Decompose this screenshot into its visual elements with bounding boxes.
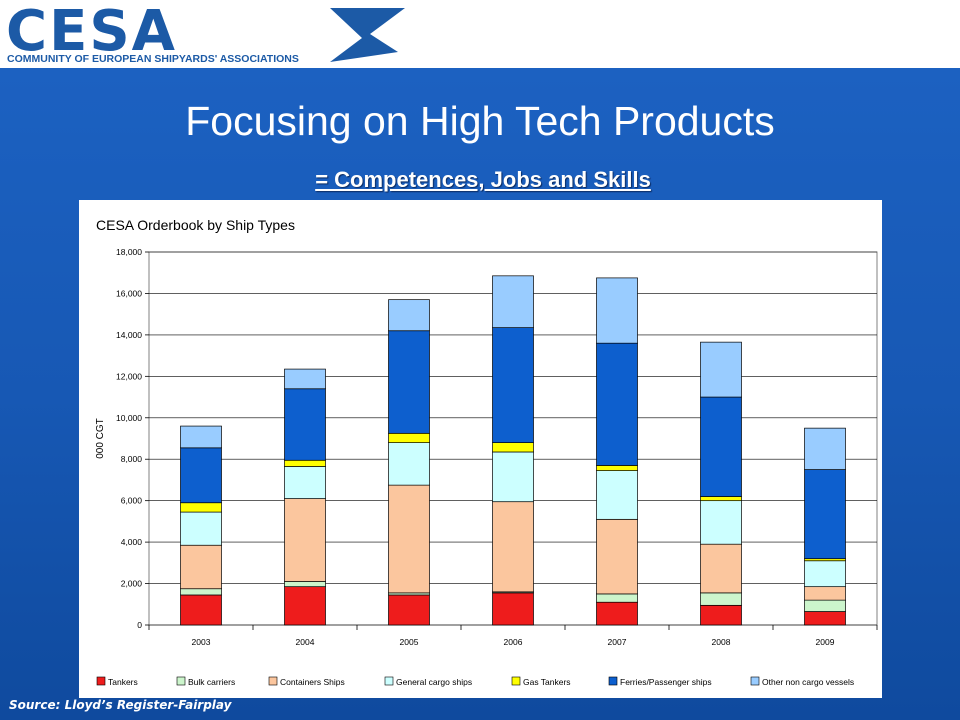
logo-ship-icon — [330, 8, 405, 62]
bar-segment — [596, 593, 638, 603]
bar-segment — [492, 451, 534, 503]
bar-segment — [492, 442, 534, 453]
bar-segment — [596, 342, 638, 466]
bar-segment — [388, 442, 430, 486]
x-tick-label: 2003 — [192, 637, 211, 647]
bar-segment — [700, 604, 742, 626]
legend-swatch — [750, 676, 760, 686]
bar-segment — [180, 594, 222, 626]
bar-segment — [284, 466, 326, 499]
legend-label: Tankers — [108, 677, 138, 687]
y-tick-label: 14,000 — [116, 330, 142, 340]
y-tick-label: 8,000 — [121, 454, 143, 464]
bar-segment — [284, 581, 326, 588]
source-note: Source: Lloyd’s Register-Fairplay — [9, 698, 232, 712]
legend-swatch — [268, 676, 278, 686]
bar-segment — [804, 560, 846, 588]
legend-label: Other non cargo vessels — [762, 677, 854, 687]
logo-subtitle: COMMUNITY OF EUROPEAN SHIPYARDS' ASSOCIA… — [7, 53, 299, 65]
cesa-logo: CESA COMMUNITY OF EUROPEAN SHIPYARDS' AS… — [6, 0, 405, 65]
legend-swatch — [96, 676, 106, 686]
bar-segment — [804, 586, 846, 601]
y-tick-label: 0 — [137, 620, 142, 630]
bar-segment — [700, 543, 742, 594]
y-axis-label: 000 CGT — [95, 418, 106, 459]
bar-segment — [180, 447, 222, 504]
bar-segment — [804, 469, 846, 560]
bar-segment — [700, 500, 742, 545]
bar-segment — [596, 470, 638, 520]
bar-segment — [700, 396, 742, 497]
legend-label: Containers Ships — [280, 677, 345, 687]
y-tick-label: 12,000 — [116, 371, 142, 381]
bar-segment — [388, 330, 430, 434]
slide-subtitle: = Competences, Jobs and Skills — [315, 167, 651, 192]
x-tick-label: 2007 — [608, 637, 627, 647]
x-tick-label: 2009 — [816, 637, 835, 647]
bar-segment — [180, 425, 222, 449]
bar-segment — [284, 459, 326, 467]
bar-segment — [804, 427, 846, 470]
bar-segment — [180, 588, 222, 596]
chart-panel: CESA Orderbook by Ship Types 0 2,000 4,000 6… — [79, 200, 882, 698]
x-tick-label: 2004 — [296, 637, 315, 647]
bar-segment — [284, 368, 326, 390]
bar-segment — [492, 327, 534, 443]
bar-segment — [180, 502, 222, 513]
bar-segment — [388, 432, 430, 443]
bar-segment — [180, 544, 222, 590]
y-tick-label: 16,000 — [116, 288, 142, 298]
bar-segment — [388, 299, 430, 332]
bar-segment — [596, 277, 638, 344]
legend-swatch — [608, 676, 618, 686]
legend-label: Ferries/Passenger ships — [620, 677, 712, 687]
y-tick-label: 2,000 — [121, 579, 143, 589]
y-tick-label: 6,000 — [121, 496, 143, 506]
legend-swatch — [511, 676, 521, 686]
bar-segment — [804, 611, 846, 626]
bar-segment — [596, 601, 638, 626]
bar-segment — [700, 592, 742, 606]
slide-title: Focusing on High Tech Products — [185, 98, 775, 144]
bar-segment — [492, 592, 534, 626]
legend-label: Bulk carriers — [188, 677, 235, 687]
bar-segment — [388, 484, 430, 594]
legend-label: Gas Tankers — [523, 677, 571, 687]
bar-segment — [284, 498, 326, 582]
header-bar: CESA COMMUNITY OF EUROPEAN SHIPYARDS' AS… — [0, 0, 960, 68]
legend-swatch — [384, 676, 394, 686]
bar-segment — [284, 586, 326, 626]
bar-segment — [492, 275, 534, 328]
bar-segment — [700, 496, 742, 502]
bar-segment — [700, 341, 742, 398]
bar-segment — [388, 594, 430, 626]
bar-segment — [596, 465, 638, 471]
orderbook-chart: CESA Orderbook by Ship Types 0 2,000 4,000 6… — [95, 217, 878, 687]
bar-segment — [596, 518, 638, 595]
x-tick-label: 2006 — [504, 637, 523, 647]
bar-segment — [492, 501, 534, 593]
y-tick-label: 4,000 — [121, 537, 143, 547]
bar-segment — [804, 599, 846, 612]
legend-label: General cargo ships — [396, 677, 472, 687]
chart-title: CESA Orderbook by Ship Types — [96, 217, 295, 233]
bar-segment — [180, 511, 222, 546]
y-tick-label: 10,000 — [116, 413, 142, 423]
logo-word: CESA — [6, 0, 177, 64]
legend-swatch — [176, 676, 186, 686]
bar-segment — [284, 388, 326, 461]
x-tick-label: 2008 — [712, 637, 731, 647]
x-tick-label: 2005 — [400, 637, 419, 647]
y-tick-label: 18,000 — [116, 247, 142, 257]
